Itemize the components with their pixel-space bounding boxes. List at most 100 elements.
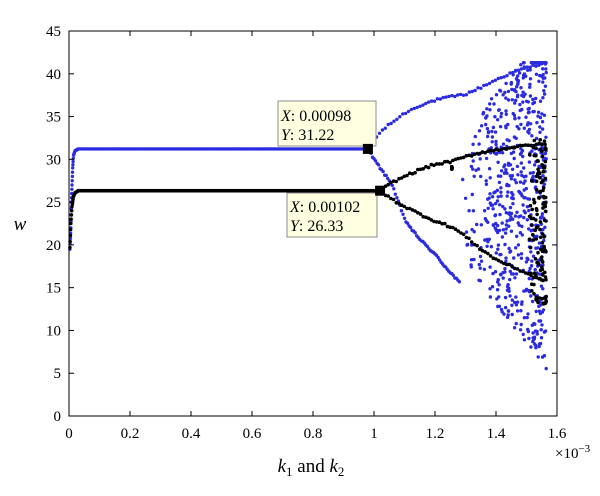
chaos-point: [534, 296, 538, 301]
chaos-point: [494, 251, 498, 255]
branch-point: [402, 204, 407, 209]
chaos-point: [488, 192, 492, 196]
chaos-point: [536, 159, 540, 163]
chaos-point: [510, 312, 514, 317]
chaos-point: [534, 346, 538, 350]
chaos-point: [501, 204, 505, 209]
chaos-point: [503, 163, 507, 167]
datatip-blue-y-text: Y: 31.22: [281, 127, 334, 144]
chaos-point: [532, 109, 536, 114]
chaos-point: [540, 149, 544, 154]
chaos-point: [470, 192, 474, 197]
chaos-point: [536, 246, 540, 250]
chaos-point: [499, 174, 503, 178]
branch-point: [482, 83, 486, 88]
chaos-point: [467, 209, 471, 213]
chaos-point: [541, 206, 545, 210]
x-tick-label: 0: [65, 426, 73, 442]
chaos-point: [542, 195, 546, 200]
chaos-point: [544, 366, 548, 371]
chaos-point: [494, 139, 498, 144]
chaos-point: [527, 237, 532, 241]
branch-point: [436, 255, 440, 260]
chaos-point: [513, 178, 517, 182]
branch-point: [496, 76, 500, 81]
chaos-point: [485, 126, 490, 131]
chaos-point: [538, 73, 542, 78]
chaos-point: [471, 142, 475, 146]
chaos-point: [541, 227, 545, 232]
datatip-black[interactable]: X: 0.00102 Y: 26.33: [286, 185, 386, 238]
chaos-point: [529, 264, 534, 268]
branch-point: [456, 93, 460, 97]
branch-point: [478, 151, 482, 156]
chaos-point: [540, 272, 545, 276]
chaos-point: [504, 124, 508, 128]
chaos-point: [534, 218, 538, 222]
branch-point: [487, 81, 492, 86]
chaos-point: [472, 230, 476, 234]
chaos-point: [487, 196, 491, 200]
chaos-point: [527, 336, 531, 341]
chaos-point: [542, 235, 546, 239]
branch-point: [450, 93, 454, 98]
chaos-point: [505, 194, 509, 198]
branch-point: [394, 201, 399, 205]
chaos-point: [532, 200, 537, 205]
chaos-point: [514, 295, 518, 299]
branch-point: [418, 167, 423, 172]
chaos-point: [514, 89, 518, 94]
chaos-point: [543, 146, 548, 150]
chaos-point: [510, 196, 514, 200]
branch-point: [525, 65, 529, 69]
chaos-point: [478, 266, 482, 270]
branch-point: [486, 149, 490, 153]
chaos-point: [521, 332, 525, 337]
branch-point: [540, 142, 544, 146]
y-tick-label: 35: [46, 110, 61, 126]
chaos-point: [534, 275, 538, 280]
chaos-point: [529, 271, 533, 276]
chaos-point: [485, 114, 489, 118]
chaos-point: [500, 151, 505, 155]
chaos-point: [522, 316, 527, 320]
chaos-point: [539, 336, 544, 340]
chaos-point: [514, 246, 518, 250]
branch-point: [410, 172, 415, 176]
branch-point: [488, 254, 493, 258]
branch-point: [389, 121, 393, 126]
branch-point: [459, 156, 463, 160]
chaos-point: [522, 126, 526, 130]
chaos-point: [538, 235, 543, 240]
chaos-point: [542, 92, 547, 96]
chaos-point: [515, 234, 519, 238]
chaos-point: [529, 61, 533, 65]
branch-point: [515, 144, 520, 149]
chaos-point: [531, 339, 535, 344]
chaos-point: [543, 248, 548, 253]
chaos-point: [479, 223, 483, 227]
data-layer: [68, 61, 549, 371]
chaos-point: [512, 300, 517, 305]
branch-point: [393, 192, 397, 196]
chaos-point: [491, 125, 496, 130]
chaos-point: [517, 116, 521, 120]
chaos-point: [540, 232, 545, 236]
chaos-point: [523, 196, 527, 200]
chaos-point: [482, 267, 487, 271]
chaos-point: [530, 178, 534, 183]
chaos-point: [543, 142, 547, 147]
branch-point: [496, 258, 501, 263]
branch-point: [405, 173, 409, 178]
chaos-point: [543, 329, 548, 333]
branch-point: [407, 171, 412, 175]
chaos-point: [534, 187, 539, 192]
chaos-point: [514, 98, 518, 103]
datatip-blue[interactable]: X: 0.00098 Y: 31.22: [277, 100, 377, 154]
chaos-point: [519, 62, 523, 67]
chaos-point: [521, 100, 525, 104]
chaos-point: [506, 98, 511, 102]
chaos-point: [526, 121, 530, 125]
chaos-point: [541, 287, 545, 291]
